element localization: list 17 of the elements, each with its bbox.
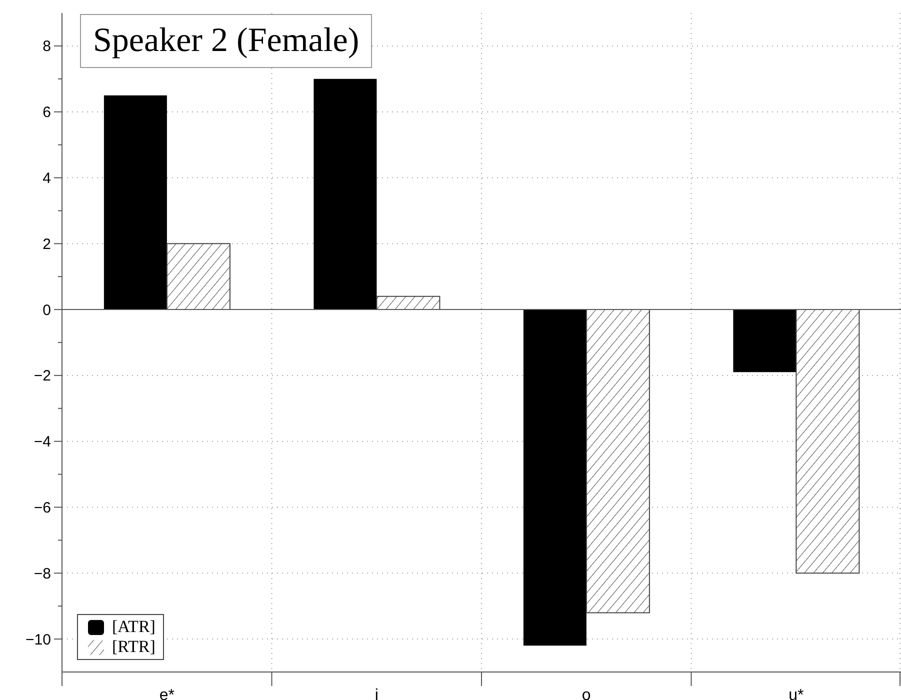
x-tick-label: u* bbox=[788, 687, 804, 700]
y-tick-label: −10 bbox=[26, 631, 51, 648]
x-tick-label: i bbox=[374, 687, 378, 700]
y-tick-label: 2 bbox=[42, 236, 51, 253]
y-tick-label: 8 bbox=[42, 38, 51, 56]
legend-label: [RTR] bbox=[112, 637, 156, 657]
y-tick-label: −4 bbox=[34, 434, 51, 451]
x-tick-label: o bbox=[582, 687, 591, 700]
y-tick-label: 0 bbox=[42, 302, 51, 319]
y-tick-label: 4 bbox=[42, 170, 51, 187]
x-tick-label: e* bbox=[159, 687, 174, 700]
y-tick-label: 6 bbox=[42, 104, 51, 122]
y-tick-label: −2 bbox=[34, 368, 51, 385]
y-tick-label: −8 bbox=[34, 565, 51, 582]
chart-title: Speaker 2 (Female) bbox=[80, 14, 372, 68]
legend-label: [ATR] bbox=[112, 617, 156, 637]
y-tick-label: −6 bbox=[34, 500, 51, 516]
